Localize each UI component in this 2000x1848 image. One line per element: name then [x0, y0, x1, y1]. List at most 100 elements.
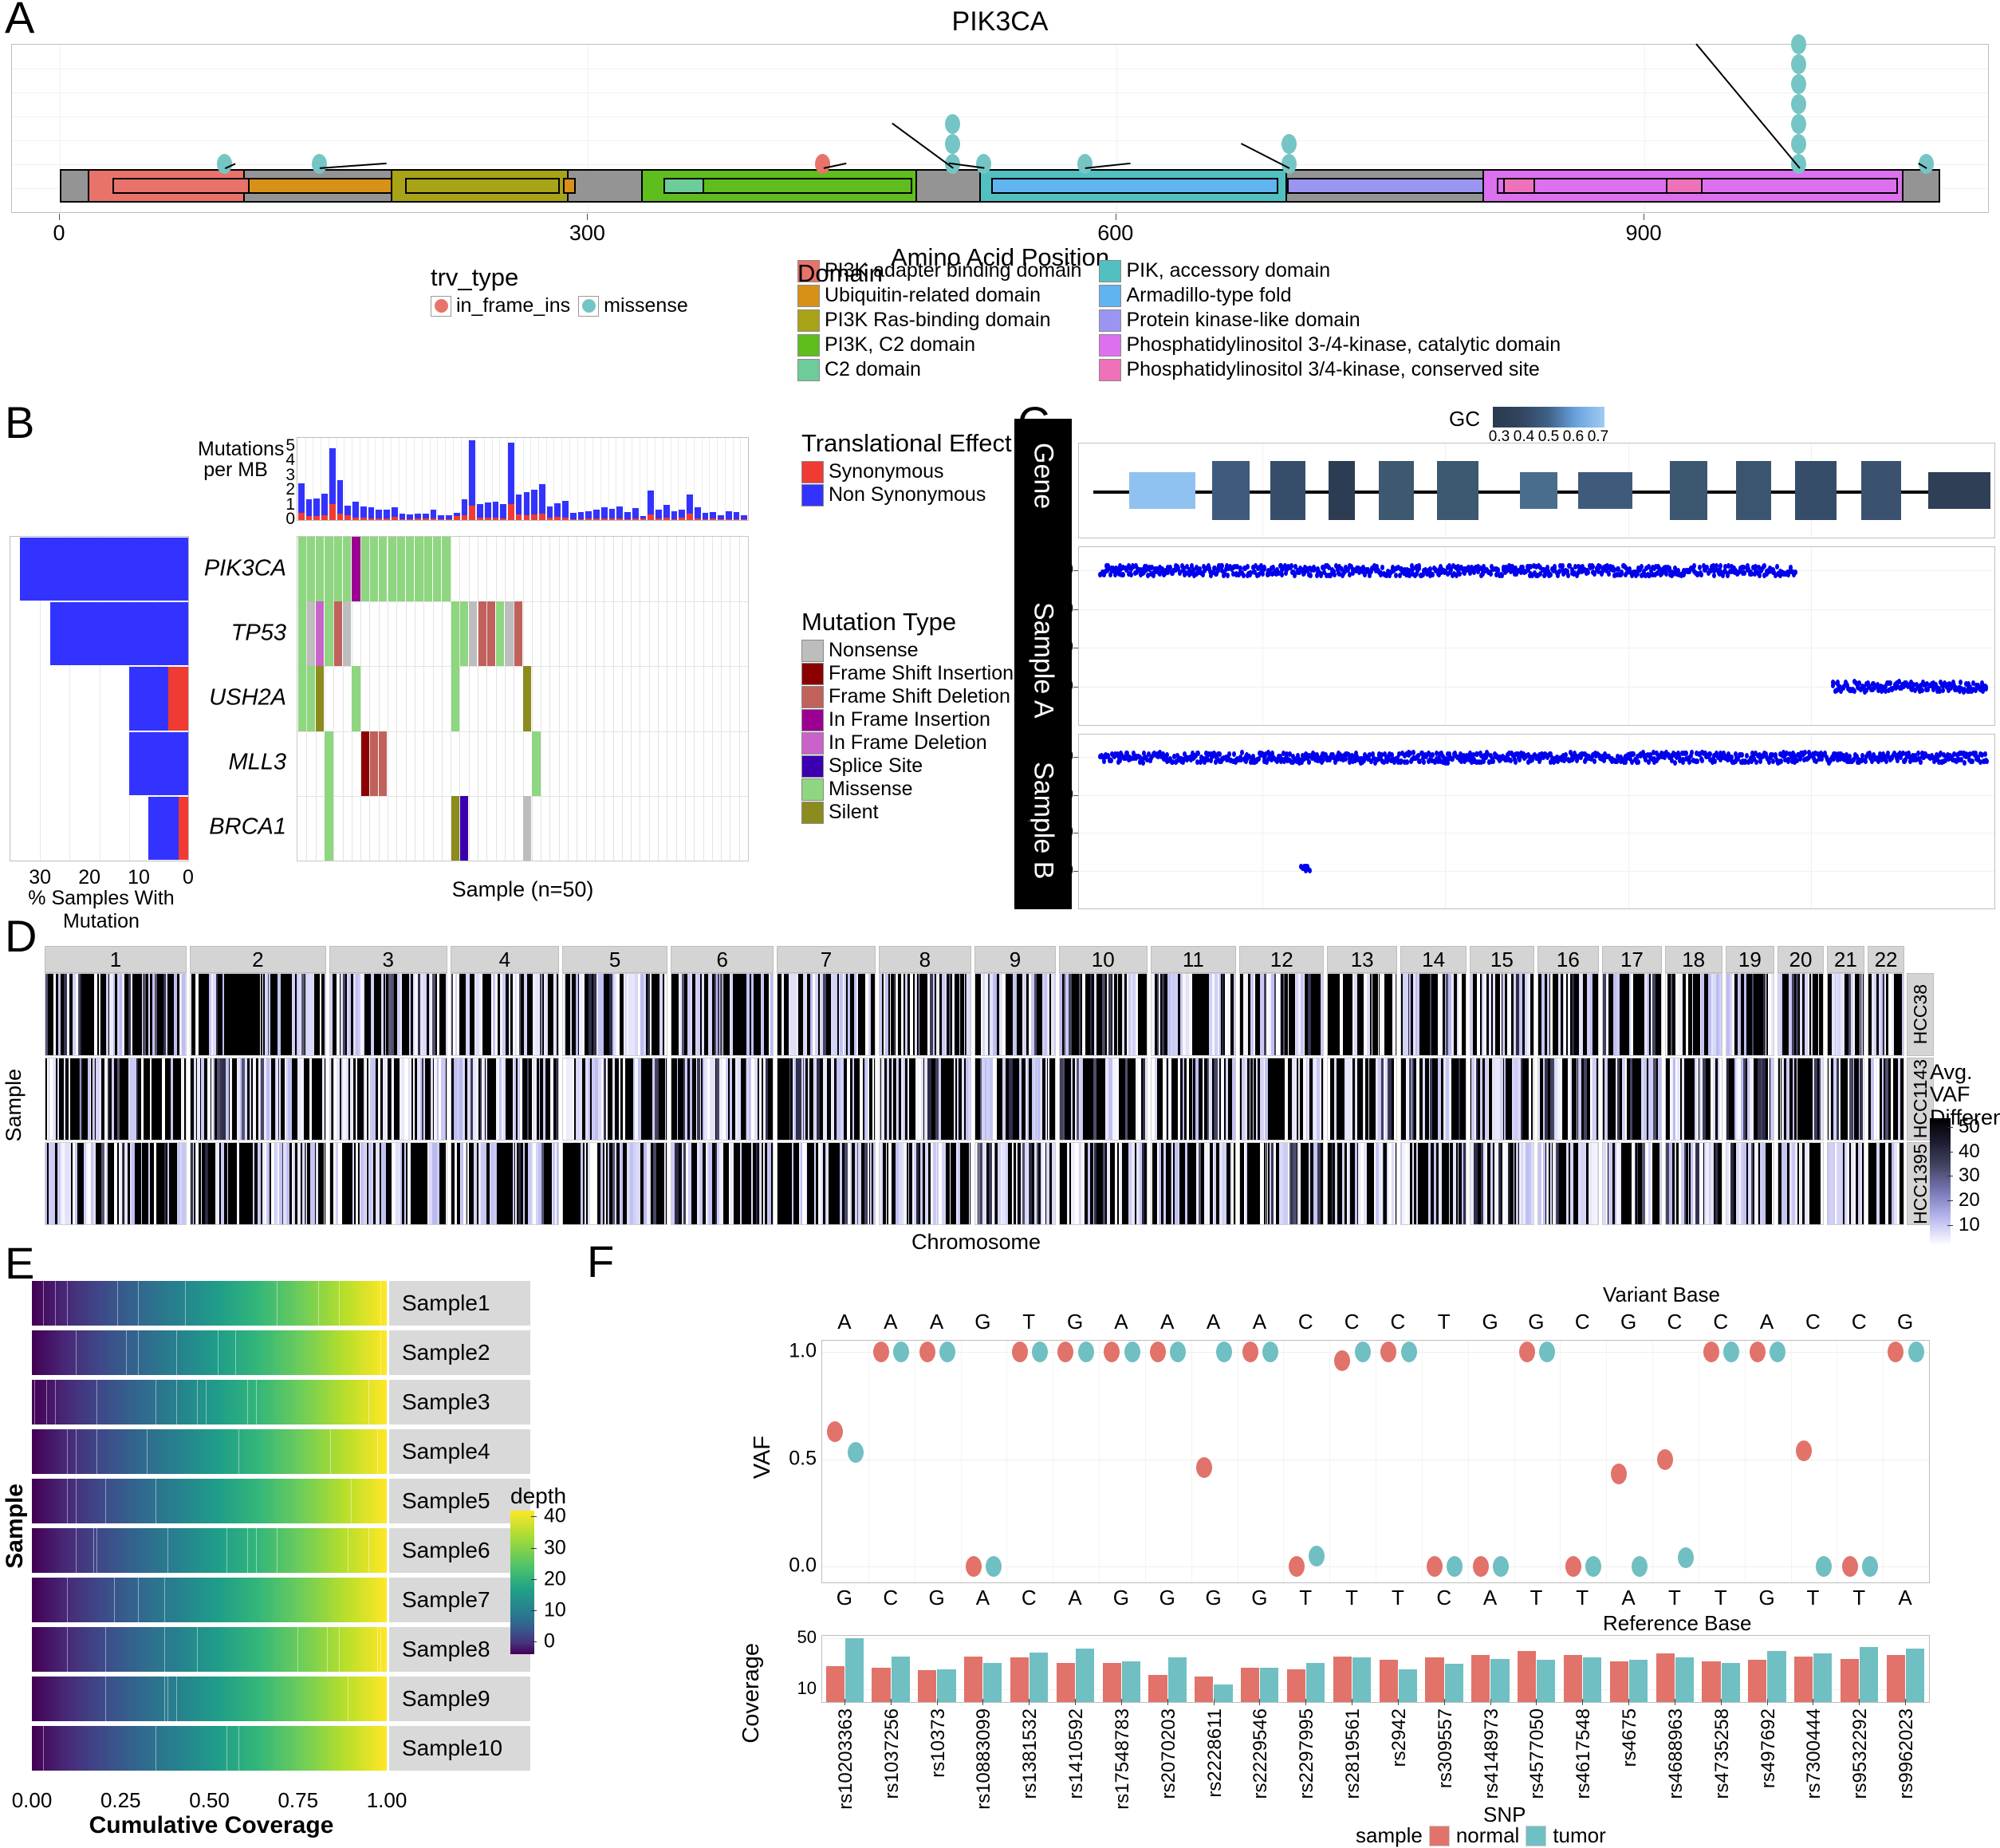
oncoprint-cell: [325, 731, 333, 796]
legend-key: [797, 309, 820, 332]
oncoprint-gene-label: TP53: [231, 620, 286, 646]
panel-d-sample-label: HCC1143: [1910, 1059, 1931, 1138]
oncoprint-cell: [343, 601, 351, 666]
axis-tick-label: 20: [1057, 824, 1073, 841]
mutation-burden-bar: [640, 516, 647, 520]
chromosome-header: 9: [974, 946, 1056, 973]
legend-label: missense: [604, 294, 688, 317]
chromosome-vaf-cell: [1537, 1142, 1600, 1225]
mutation-burden-bar: [306, 499, 313, 520]
vaf-bar: [1396, 1143, 1397, 1224]
chromosome-vaf-cell: [1827, 1058, 1864, 1141]
exon-block: [1928, 472, 1990, 509]
vaf-bar: [1464, 1058, 1467, 1140]
exon-block: [1379, 461, 1414, 520]
chromosome-header: 14: [1400, 946, 1467, 973]
vaf-bar: [1596, 974, 1598, 1055]
chromosome-header: 6: [671, 946, 774, 973]
panel-c-side-label: Gene: [1028, 443, 1059, 509]
chromosome-header: 17: [1602, 946, 1662, 973]
chromosome-vaf-cell: [1470, 1142, 1533, 1225]
chromosome-header: 11: [1151, 946, 1237, 973]
panel-e-sample-tag: Sample1: [389, 1281, 530, 1326]
vaf-bar: [970, 1058, 971, 1140]
vaf-bar: [1661, 1058, 1662, 1140]
chromosome-vaf-cell: [879, 1142, 971, 1225]
chromosome-header: 5: [562, 946, 667, 973]
chromosome-vaf-cell: [329, 1058, 447, 1141]
oncoprint-cell: [451, 796, 459, 861]
coverage-point: [1700, 758, 1704, 763]
waterfall-bar-plot: [10, 536, 189, 861]
oncoprint-cell: [316, 666, 324, 731]
axis-tick-label: 30: [1057, 601, 1073, 618]
legend-label: in_frame_ins: [456, 294, 570, 317]
chromosome-vaf-cell: [1151, 1058, 1237, 1141]
vaf-bar: [1721, 1143, 1722, 1224]
oncoprint-gene-label: BRCA1: [209, 814, 286, 841]
mutation-burden-bar: [415, 514, 421, 520]
protein-domain: [248, 178, 394, 194]
chromosome-vaf-cell: [1151, 973, 1237, 1056]
cumulative-coverage-row: Sample2: [32, 1330, 530, 1375]
coverage-segment: [384, 1281, 387, 1326]
legend-label: Synonymous: [829, 460, 944, 483]
protein-domain: [663, 178, 706, 194]
legend-label: In Frame Deletion: [829, 731, 987, 755]
coverage-point: [1793, 569, 1797, 575]
chromosome-column: 7: [777, 946, 875, 1228]
trv-legend-item: missense: [578, 294, 688, 317]
mutation-type-legend-item: In Frame Deletion: [801, 731, 1014, 755]
panel-a-title: PIK3CA: [0, 6, 2000, 37]
oncoprint-grid: [297, 536, 749, 861]
chromosome-vaf-cell: [1239, 1058, 1324, 1141]
chromosome-vaf-cell: [1059, 1142, 1148, 1225]
oncoprint-cell: [514, 601, 522, 666]
oncoprint-cell: [442, 537, 450, 601]
coverage-point: [1719, 563, 1722, 569]
axis-tick-label: 10: [128, 866, 150, 889]
vaf-bar: [970, 974, 971, 1055]
coverage-point: [1394, 573, 1398, 578]
chromosome-vaf-cell: [1726, 973, 1775, 1056]
coverage-point: [1261, 571, 1265, 577]
axis-tick-label: 600: [1097, 221, 1133, 246]
vaf-bar: [1394, 1058, 1397, 1140]
axis-tick-label: 20: [78, 866, 100, 889]
domain-legend-item: PIK, accessory domain: [1099, 259, 1561, 282]
coverage-point: [1121, 572, 1125, 577]
vaf-bar: [1463, 974, 1467, 1055]
chromosome-vaf-cell: [1400, 973, 1467, 1056]
chromosome-column: 17: [1602, 946, 1662, 1228]
domain-legend-item: Phosphatidylinositol 3/4-kinase, conserv…: [1099, 358, 1561, 381]
oncoprint-cell: [523, 796, 531, 861]
axis-tick-label: 5: [285, 436, 295, 455]
lollipop-head: [945, 114, 960, 134]
legend-dot-icon: [582, 299, 596, 313]
mutation-burden-bar: [648, 491, 654, 520]
chromosome-header: 18: [1665, 946, 1722, 973]
vaf-bar: [1821, 1143, 1824, 1224]
vaf-bar: [1145, 1058, 1148, 1140]
exon-block: [1795, 461, 1837, 520]
mutation-type-legend-item: Splice Site: [801, 755, 1014, 778]
coverage-point: [1983, 751, 1987, 757]
legend-key: [801, 640, 824, 662]
legend-key: [1099, 334, 1121, 357]
sample-b-coverage-plot: [1078, 734, 1995, 909]
legend-label: PI3K Ras-binding domain: [825, 309, 1051, 332]
vaf-bar: [1235, 974, 1236, 1055]
oncoprint-cell: [343, 537, 351, 601]
oncoprint-cell: [460, 796, 468, 861]
panel-d-row-label: HCC38: [1907, 973, 1934, 1056]
mutation-burden-bar: [570, 513, 577, 520]
waterfall-bar: [20, 538, 188, 601]
mutation-burden-bar: [671, 511, 678, 520]
chromosome-vaf-cell: [190, 1142, 326, 1225]
legend-label: Protein kinase-like domain: [1126, 309, 1360, 332]
chromosome-vaf-cell: [1868, 1058, 1904, 1141]
domain-legend-item: C2 domain: [797, 358, 1081, 381]
domain-legend-item: Protein kinase-like domain: [1099, 309, 1561, 332]
